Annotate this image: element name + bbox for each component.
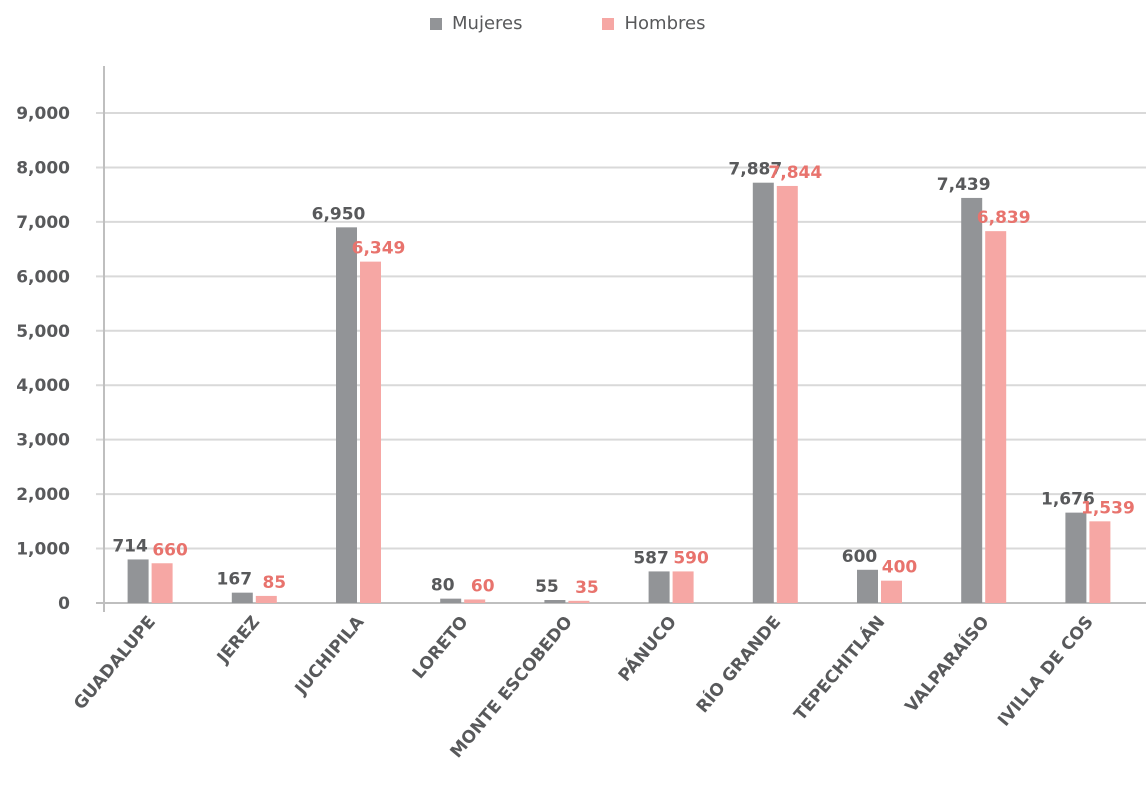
- y-tick-label: 4,000: [16, 376, 70, 396]
- bar-hombres: [1089, 521, 1111, 603]
- x-category-label: RÍO GRANDE: [691, 611, 785, 717]
- data-label-hombres: 6,839: [977, 208, 1031, 228]
- data-label-mujeres: 714: [112, 536, 148, 556]
- x-category-label: PÁNUCO: [613, 611, 681, 686]
- data-label-hombres: 590: [673, 548, 709, 568]
- x-category-label: IVILLA DE COS: [994, 612, 1098, 730]
- bar-mujeres: [336, 227, 357, 604]
- y-tick-label: 0: [58, 594, 70, 614]
- data-label-hombres: 85: [262, 573, 286, 593]
- y-tick-label: 2,000: [16, 485, 70, 505]
- data-label-mujeres: 55: [535, 577, 559, 597]
- y-tick-label: 6,000: [16, 267, 70, 287]
- bar-mujeres: [752, 182, 774, 603]
- data-label-hombres: 1,539: [1081, 498, 1135, 518]
- bar-hombres: [776, 185, 798, 603]
- y-tick-label: 5,000: [16, 322, 70, 342]
- x-category-label: JUCHIPILA: [291, 612, 369, 700]
- x-category-label: TEPECHITLÁN: [789, 611, 889, 725]
- legend-item-hombres: Hombres: [602, 13, 705, 34]
- chart-legend: Mujeres Hombres: [430, 13, 705, 34]
- data-label-mujeres: 167: [217, 570, 253, 590]
- bar-hombres: [985, 231, 1007, 603]
- data-label-mujeres: 7,439: [937, 175, 991, 195]
- data-label-mujeres: 6,950: [312, 204, 366, 224]
- data-label-hombres: 7,844: [768, 163, 822, 183]
- bar-mujeres: [440, 598, 462, 603]
- bar-hombres: [255, 595, 277, 603]
- bar-hombres: [464, 599, 486, 603]
- x-category-label: LORETO: [409, 612, 473, 683]
- bar-mujeres: [544, 600, 566, 603]
- x-category-label: VALPARAÍSO: [900, 611, 994, 717]
- bar-mujeres: [1065, 512, 1087, 603]
- y-tick-label: 7,000: [16, 213, 70, 233]
- data-label-mujeres: 80: [431, 576, 455, 596]
- data-label-mujeres: 7,887: [728, 160, 782, 180]
- y-tick-label: 1,000: [16, 540, 70, 560]
- bar-hombres: [151, 563, 173, 603]
- bar-mujeres: [231, 592, 253, 603]
- data-label-mujeres: 1,676: [1041, 490, 1095, 510]
- data-label-mujeres: 600: [842, 547, 878, 567]
- legend-label-hombres: Hombres: [624, 13, 706, 34]
- data-label-hombres: 660: [152, 540, 188, 560]
- bar-hombres: [672, 571, 694, 603]
- x-category-label: GUADALUPE: [70, 612, 160, 714]
- legend-swatch-mujeres: [430, 17, 442, 30]
- bar-mujeres: [648, 571, 670, 603]
- legend-label-mujeres: Mujeres: [452, 13, 523, 34]
- bar-mujeres: [127, 559, 149, 603]
- bar-mujeres: [857, 569, 878, 603]
- y-tick-label: 3,000: [16, 431, 70, 451]
- data-label-hombres: 6,349: [352, 239, 406, 259]
- bar-hombres: [568, 600, 590, 603]
- y-tick-label: 8,000: [16, 158, 70, 178]
- y-tick-label: 9,000: [16, 104, 70, 124]
- data-label-mujeres: 587: [633, 548, 669, 568]
- legend-swatch-hombres: [602, 17, 615, 30]
- data-label-hombres: 60: [471, 576, 495, 596]
- bar-mujeres: [961, 197, 983, 603]
- legend-item-mujeres: Mujeres: [430, 13, 522, 34]
- x-category-label: MONTE ESCOBEDO: [447, 612, 577, 762]
- bar-hombres: [881, 580, 902, 603]
- bar-hombres: [360, 261, 381, 603]
- data-label-hombres: 400: [882, 558, 918, 578]
- x-category-label: JEREZ: [213, 612, 264, 668]
- data-label-hombres: 35: [575, 578, 599, 598]
